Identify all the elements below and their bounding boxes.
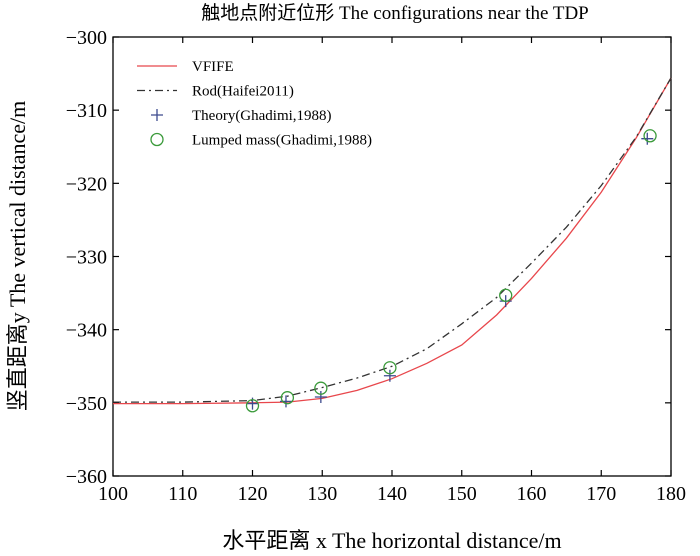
data-point-circle bbox=[383, 361, 397, 375]
x-tick-label: 130 bbox=[307, 483, 337, 505]
legend: VFIFE Rod(Haifei2011) Theory(Ghadimi,1988)… bbox=[137, 59, 372, 149]
x-tick-label: 110 bbox=[168, 483, 197, 505]
legend-item: VFIFE bbox=[137, 59, 234, 75]
x-axis: 100 110 120 130 140 150 160 170 180 bbox=[98, 37, 686, 505]
legend-label: Theory(Ghadimi,1988) bbox=[192, 108, 332, 124]
legend-item: Rod(Haifei2011) bbox=[137, 84, 294, 100]
y-tick-label: −360 bbox=[66, 466, 107, 488]
x-tick-label: 100 bbox=[98, 483, 128, 505]
y-axis-label: 竖直距离y The vertical distance/m bbox=[5, 101, 30, 412]
y-tick-label: −310 bbox=[66, 100, 107, 122]
x-tick-label: 120 bbox=[238, 483, 268, 505]
data-point-circle bbox=[499, 288, 513, 302]
x-axis-label: 水平距离 x The horizontal distance/m bbox=[222, 528, 561, 553]
legend-label: Lumped mass(Ghadimi,1988) bbox=[192, 133, 372, 149]
chart-title: 触地点附近位形 The configurations near the TDP bbox=[201, 2, 589, 24]
series-2 bbox=[246, 132, 654, 410]
legend-swatch bbox=[151, 109, 163, 121]
data-point-plus bbox=[641, 132, 654, 145]
legend-item: Theory(Ghadimi,1988) bbox=[151, 108, 332, 124]
legend-item: Lumped mass(Ghadimi,1988) bbox=[150, 132, 372, 149]
x-tick-label: 170 bbox=[586, 483, 616, 505]
series-layer bbox=[113, 77, 672, 413]
y-axis: −300 −310 −320 −330 −340 −350 −360 bbox=[66, 27, 671, 488]
data-point-plus bbox=[383, 369, 396, 382]
y-tick-label: −320 bbox=[66, 173, 107, 195]
x-tick-label: 150 bbox=[447, 483, 477, 505]
data-point-circle bbox=[314, 381, 328, 395]
y-tick-label: −340 bbox=[66, 320, 107, 342]
data-point-circle bbox=[280, 391, 295, 405]
plot-frame bbox=[112, 36, 672, 477]
series-1 bbox=[113, 77, 672, 403]
data-point-circle bbox=[245, 399, 260, 413]
legend-label: Rod(Haifei2011) bbox=[192, 84, 294, 100]
series-0 bbox=[113, 77, 672, 405]
series-3 bbox=[245, 129, 657, 413]
legend-label: VFIFE bbox=[192, 59, 234, 75]
y-tick-label: −330 bbox=[66, 247, 107, 269]
data-point-circle bbox=[643, 129, 657, 143]
y-tick-label: −300 bbox=[66, 27, 107, 49]
x-tick-label: 160 bbox=[517, 483, 547, 505]
series-line bbox=[113, 77, 672, 403]
x-tick-label: 140 bbox=[377, 483, 407, 505]
legend-swatch bbox=[150, 132, 164, 147]
data-point-plus bbox=[314, 390, 327, 403]
series-line bbox=[113, 77, 672, 405]
x-tick-label: 180 bbox=[656, 483, 686, 505]
y-tick-label: −350 bbox=[66, 393, 107, 415]
